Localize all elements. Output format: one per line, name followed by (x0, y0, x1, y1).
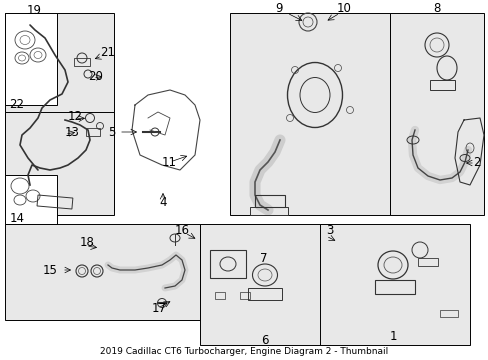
Text: 1: 1 (388, 329, 396, 342)
Text: 7: 7 (260, 252, 267, 265)
Bar (86, 128, 100, 136)
Text: 10: 10 (336, 3, 351, 15)
Text: 15: 15 (43, 264, 58, 276)
Bar (5, 13, 114, 210)
Bar (249, 207, 287, 215)
Bar (5, 13, 57, 105)
Bar (374, 280, 414, 294)
Text: 11: 11 (162, 156, 177, 168)
Text: 4: 4 (159, 197, 166, 210)
Text: 3: 3 (325, 225, 333, 238)
Bar (200, 224, 329, 345)
Bar (209, 250, 245, 278)
Bar (254, 195, 285, 207)
Text: 5: 5 (108, 126, 115, 139)
Text: 21: 21 (100, 45, 115, 58)
Text: 16: 16 (175, 224, 190, 237)
Bar (215, 292, 224, 299)
Text: 6: 6 (261, 333, 268, 346)
Bar (429, 80, 454, 90)
Text: 12: 12 (68, 109, 83, 122)
Bar (247, 288, 282, 300)
Text: 14: 14 (9, 211, 24, 225)
Text: 8: 8 (432, 1, 440, 14)
Bar (439, 310, 457, 317)
Text: 20: 20 (88, 69, 102, 82)
Bar (389, 13, 483, 215)
Bar (37, 195, 73, 209)
Bar (240, 292, 249, 299)
Text: 13: 13 (65, 126, 80, 139)
Bar (229, 13, 389, 215)
Bar (5, 112, 114, 215)
Bar (5, 224, 200, 320)
Text: 9: 9 (275, 3, 283, 15)
Text: 17: 17 (152, 302, 167, 315)
Text: 19: 19 (26, 4, 41, 17)
Bar (74, 58, 90, 66)
Bar (319, 224, 469, 345)
Text: 2019 Cadillac CT6 Turbocharger, Engine Diagram 2 - Thumbnail: 2019 Cadillac CT6 Turbocharger, Engine D… (100, 347, 388, 356)
Bar (5, 175, 57, 224)
Text: 22: 22 (9, 98, 24, 111)
Text: 2: 2 (472, 157, 480, 170)
Text: 18: 18 (80, 237, 95, 249)
Bar (417, 258, 437, 266)
